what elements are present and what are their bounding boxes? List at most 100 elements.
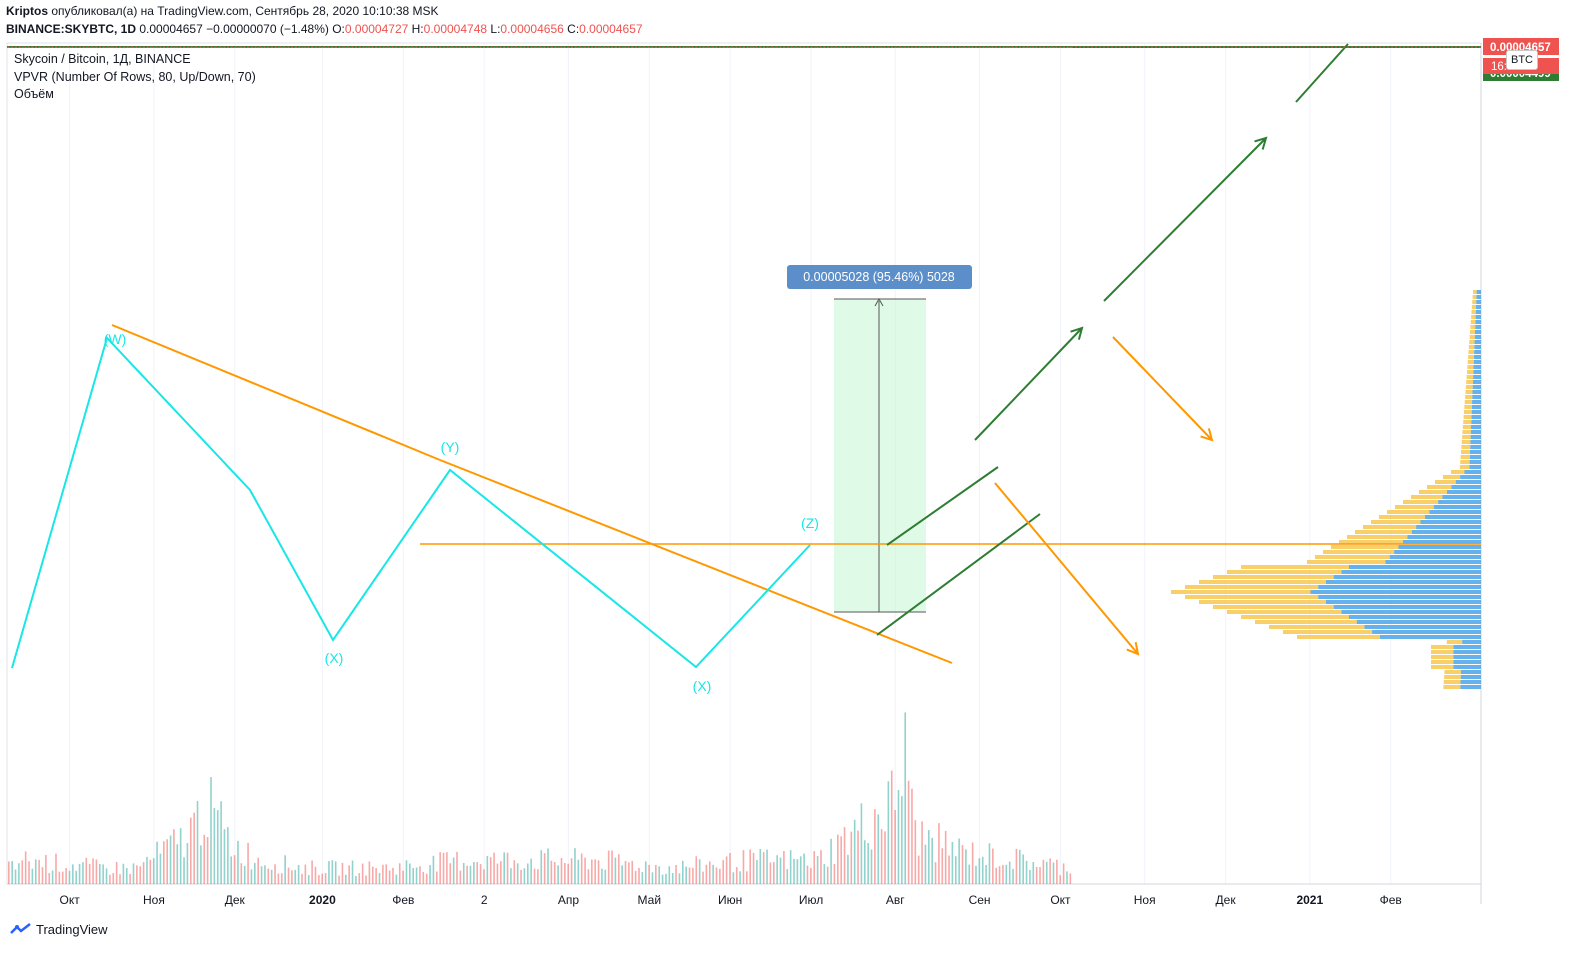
vpvr-down-bar	[1468, 345, 1475, 349]
candle-body	[553, 47, 557, 48]
volume-bar	[601, 868, 603, 884]
vpvr-up-bar	[1325, 580, 1481, 584]
volume-bar	[361, 863, 364, 884]
x-tick-label: Дек	[1216, 893, 1237, 907]
volume-bar	[51, 870, 54, 884]
brand-label: TradingView	[36, 922, 108, 937]
measure-zone	[834, 299, 926, 612]
vpvr-up-bar	[1416, 525, 1481, 529]
volume-bar	[995, 867, 998, 884]
candle-body	[1032, 47, 1035, 48]
candle-body	[385, 47, 388, 48]
volume-bar	[119, 874, 121, 884]
volume-bar	[799, 856, 802, 884]
x-tick-label: Окт	[60, 893, 81, 907]
legend-volume[interactable]: Объём	[14, 87, 54, 101]
legend-pair[interactable]: Skycoin / Bitcoin, 1Д, BINANCE	[14, 52, 191, 66]
volume-bar	[526, 863, 529, 884]
vpvr-down-bar	[1469, 340, 1475, 344]
volume-bar	[324, 872, 327, 884]
x-tick-label: 2	[481, 893, 488, 907]
candle-body	[796, 47, 799, 48]
candle-body	[644, 47, 648, 48]
up-arrow-3-line	[1295, 43, 1349, 103]
volume-bar	[695, 856, 698, 884]
vpvr-down-bar	[1431, 650, 1454, 654]
x-tick-label: Дек	[225, 893, 246, 907]
volume-bar	[270, 869, 273, 884]
volume-bar	[14, 869, 17, 884]
volume-bar	[843, 827, 846, 884]
candle-body	[836, 47, 840, 48]
up-arrow-1-head	[1070, 326, 1084, 340]
legend-vpvr[interactable]: VPVR (Number Of Rows, 80, Up/Down, 70)	[14, 70, 256, 84]
candle-body	[776, 47, 779, 48]
volume-bar	[557, 865, 559, 884]
volume-bar	[291, 870, 293, 884]
volume-bar	[200, 845, 202, 884]
volume-bar	[462, 863, 465, 884]
candle-body	[129, 47, 132, 48]
candle-body	[752, 47, 755, 48]
currency-unit-button[interactable]: BTC	[1506, 50, 1538, 70]
volume-bar	[796, 859, 799, 884]
vpvr-down-bar	[1213, 605, 1334, 609]
vpvr-up-bar	[1462, 640, 1481, 644]
volume-bar	[92, 858, 94, 884]
volume-bar	[277, 873, 280, 884]
volume-bar	[954, 856, 957, 884]
vpvr-down-bar	[1213, 575, 1334, 579]
up-arrow-2-head	[1254, 136, 1268, 150]
vpvr-down-bar	[1467, 365, 1474, 369]
candle-body	[540, 47, 543, 48]
vpvr-up-bar	[1475, 320, 1481, 324]
volume-bar	[122, 863, 125, 884]
candle-body	[85, 47, 88, 48]
candle-body	[627, 47, 631, 48]
candle-body	[297, 47, 301, 48]
vpvr-down-bar	[1461, 450, 1470, 454]
volume-bar	[371, 866, 374, 884]
vpvr-up-bar	[1472, 390, 1481, 394]
volume-bar	[725, 856, 728, 884]
vpvr-down-bar	[1355, 530, 1412, 534]
candle-body	[769, 47, 772, 48]
candle-body	[641, 47, 644, 48]
volume-bar	[762, 852, 765, 884]
vpvr-up-bar	[1389, 555, 1481, 559]
vpvr-up-bar	[1372, 630, 1481, 634]
author-name[interactable]: Kriptos	[6, 4, 48, 18]
volume-bar	[18, 863, 20, 884]
candle-body	[624, 47, 627, 48]
tradingview-brand[interactable]: TradingView	[10, 922, 108, 937]
x-tick-label: Май	[638, 893, 662, 907]
volume-bar	[904, 712, 907, 884]
volume-bar	[617, 854, 620, 884]
volume-bar	[267, 868, 270, 884]
volume-bar	[41, 867, 44, 884]
candle-body	[496, 47, 499, 48]
vpvr-up-bar	[1472, 385, 1481, 389]
volume-bar	[72, 864, 74, 884]
candle-body	[853, 47, 857, 48]
volume-bar	[732, 872, 735, 884]
candle-body	[152, 47, 156, 48]
vpvr-down-bar	[1387, 510, 1430, 514]
candle-body	[425, 47, 429, 48]
vpvr-down-bar	[1443, 685, 1461, 689]
volume-bar	[685, 866, 687, 884]
volume-bar	[1062, 863, 1065, 884]
candle-body	[429, 47, 432, 48]
vpvr-down-bar	[1269, 625, 1365, 629]
volume-bar	[506, 852, 509, 884]
wave-label: (Y)	[441, 439, 460, 455]
x-tick-label: 2021	[1296, 893, 1323, 907]
candle-body	[216, 47, 220, 48]
volume-bar	[921, 821, 923, 884]
vpvr-down-bar	[1464, 410, 1472, 414]
volume-bar	[675, 864, 677, 884]
volume-bar	[510, 868, 512, 884]
volume-bar	[944, 830, 947, 884]
volume-bar	[570, 858, 573, 884]
